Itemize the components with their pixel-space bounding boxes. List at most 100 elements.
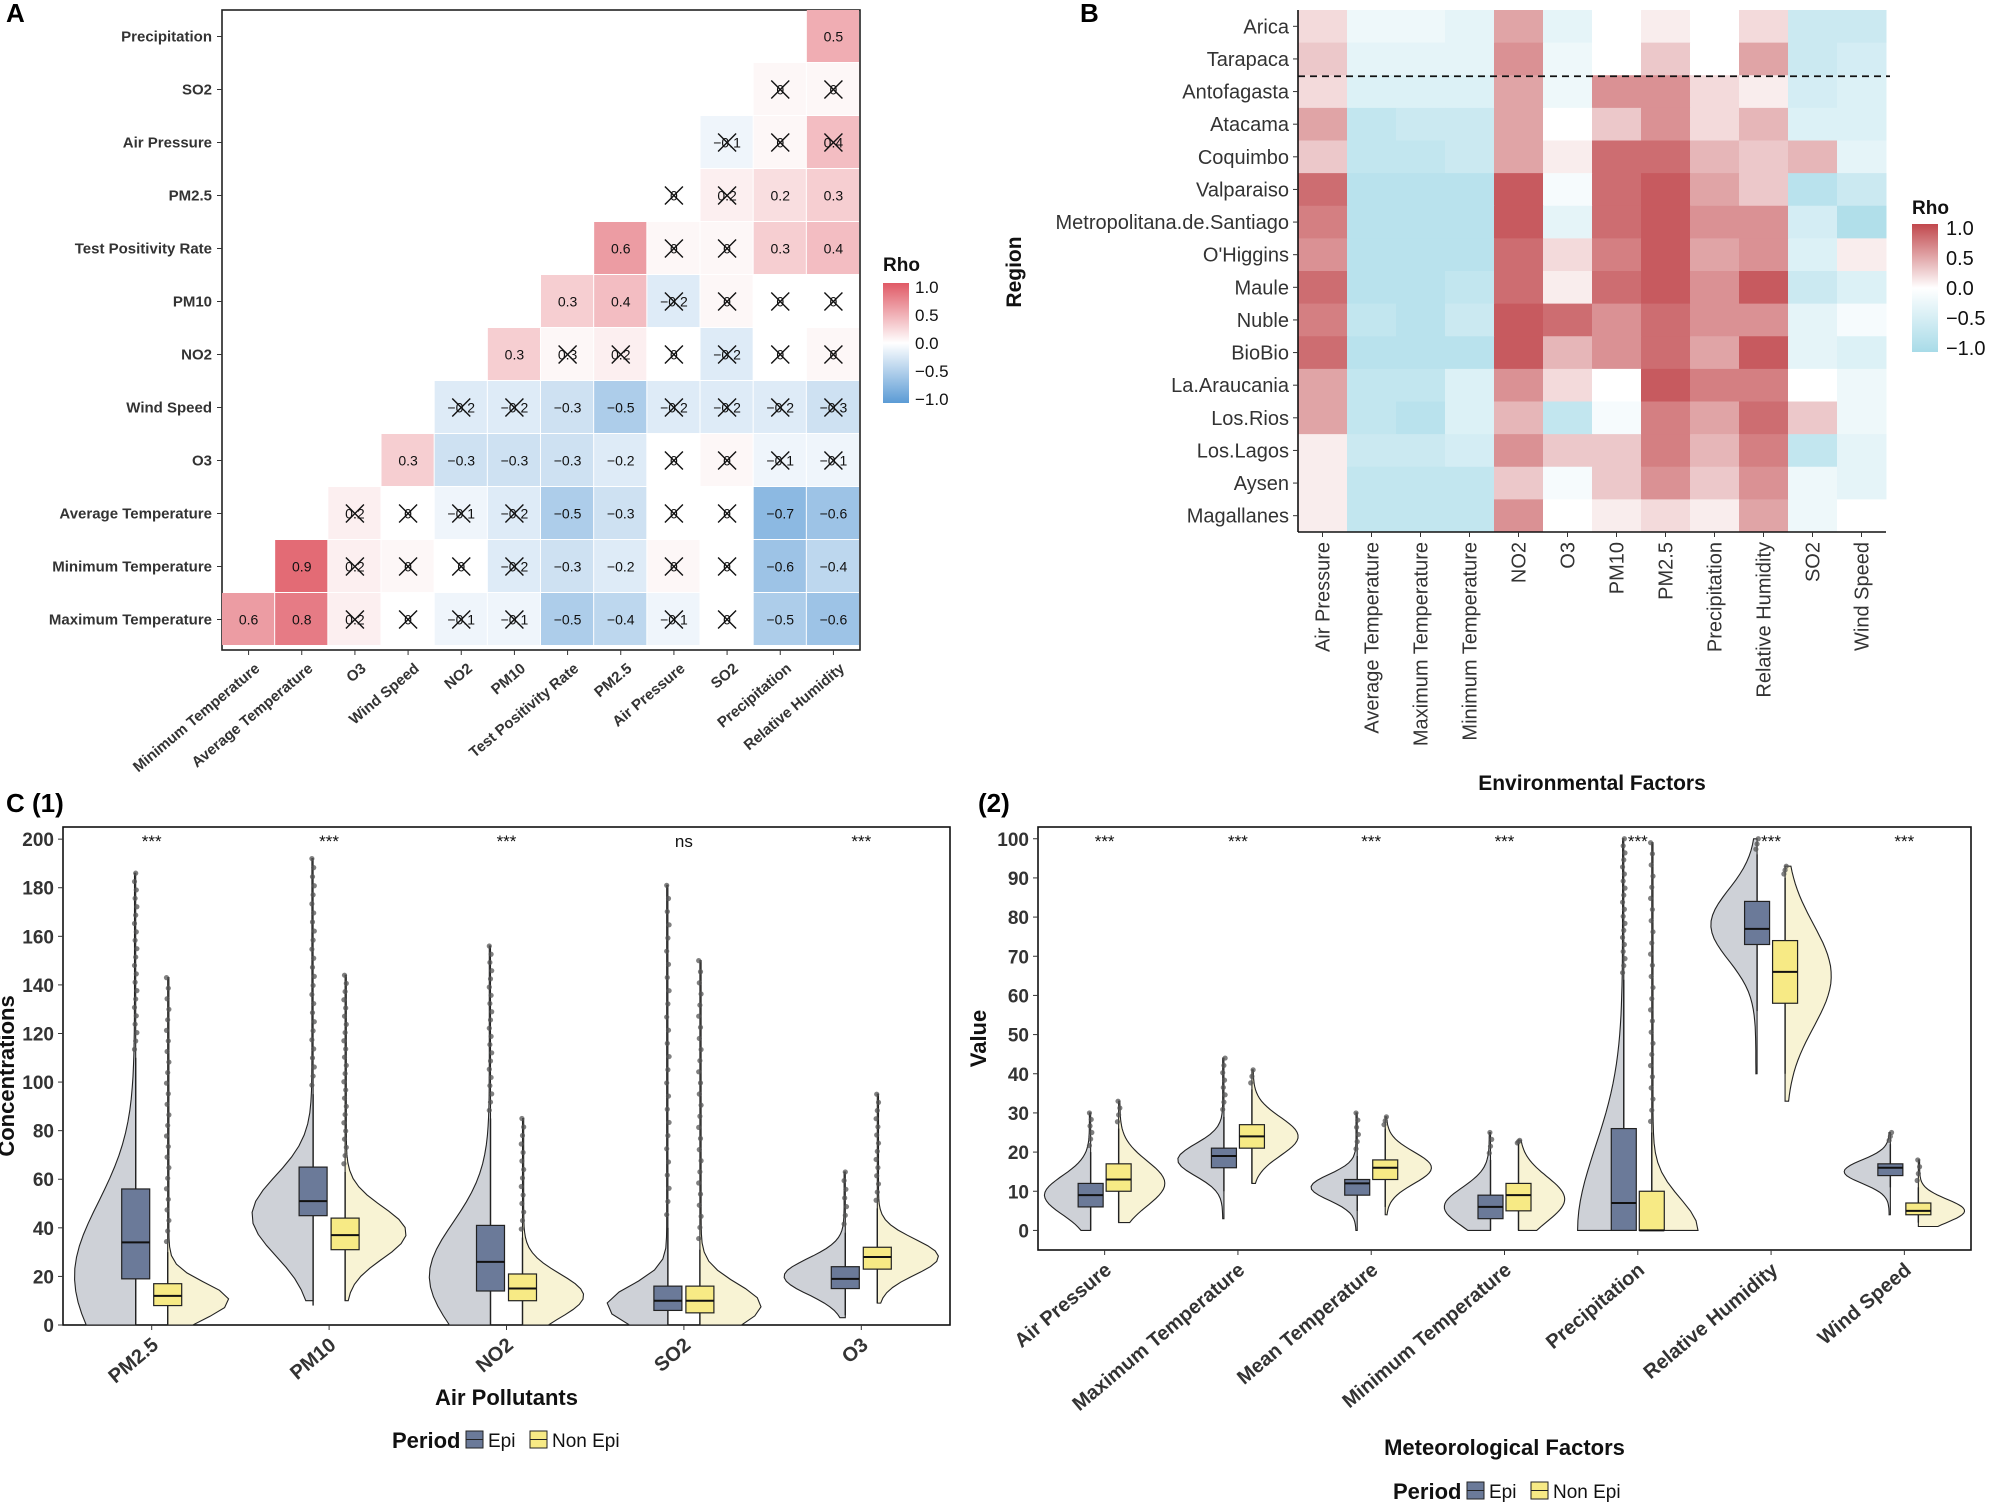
heat-cell [1396,499,1446,533]
insignificant-cross [504,504,524,523]
heat-cell [753,487,806,539]
heat-cell [1788,205,1838,239]
heat-cell [222,593,275,645]
heat-cell [1543,42,1593,76]
heat-cell [1543,434,1593,468]
outlier-point [134,1030,140,1036]
outlier-point [664,974,670,981]
heat-cell [1690,336,1740,370]
heat-cell [1641,303,1691,337]
outlier-point [341,1136,348,1142]
outlier-point [164,1207,170,1213]
heat-cell-label: −0.3 [554,453,582,469]
heat-cell [1788,434,1838,468]
outlier-point [698,1213,704,1219]
violin-shape [783,1171,846,1319]
heat-cell [541,275,594,327]
heat-cell [1396,173,1446,207]
heat-cell [1347,271,1397,305]
heat-cell [1837,271,1887,305]
outlier-point [521,1209,527,1215]
outlier-point [842,1195,848,1201]
outlier-point [842,1169,848,1175]
outlier-point [697,1058,703,1064]
panel-a-correlation-matrix: 0.500−0.100.400.20.20.30.6000.30.40.30.4… [49,9,949,776]
heat-cell [1690,499,1740,533]
panel-label-b: B [1080,0,1099,28]
outlier-point [163,1027,170,1034]
heat-cell [1396,238,1446,272]
y-axis-title: Value [966,1010,991,1067]
outlier-point [665,1159,672,1165]
outlier-point [696,1035,702,1042]
outlier-point [1649,1051,1655,1058]
heat-cell [1641,107,1691,141]
insignificant-cross [770,133,790,152]
outlier-point [664,1146,670,1152]
x-axis-title: Meteorological Factors [1384,1435,1625,1460]
y-tick-label: 120 [22,1024,54,1045]
outlier-point [165,1017,171,1023]
heat-cell [753,593,806,645]
insignificant-cross [664,292,684,311]
outlier-point [1649,962,1655,968]
outlier-point [1220,1106,1226,1113]
region-label: Maule [1235,277,1289,299]
outlier-point [342,1029,348,1036]
insignificant-cross [664,504,684,523]
outlier-point [1621,892,1627,898]
outlier-point [1619,970,1626,976]
row-label: PM10 [173,294,212,311]
insignificant-cross [770,345,790,364]
heat-cell [1739,401,1789,435]
outlier-point [1621,941,1627,948]
heat-cell [1298,336,1348,370]
violin-shape [1917,1159,1966,1228]
outlier-point [166,1217,172,1224]
outlier-point [664,1172,670,1178]
heat-cell [541,381,594,433]
outlier-point [664,1212,670,1218]
significance-label: ns [675,832,693,851]
outlier-point [874,1107,880,1114]
heat-cell [1445,173,1495,207]
heat-cell [1445,466,1495,500]
outlier-point [132,1021,138,1027]
heat-cell [1347,10,1397,44]
heat-cell-label: 0.8 [292,612,312,628]
outlier-point [1086,1110,1093,1116]
heat-cell [1739,10,1789,44]
outlier-point [489,1009,495,1015]
outlier-point [696,1091,702,1097]
heat-cell [1494,75,1544,109]
factor-label: Maximum Temperature [1411,542,1433,746]
heat-cell [753,540,806,592]
heat-cell [1543,499,1593,533]
heat-cell [1788,75,1838,109]
significance-label: *** [497,832,517,851]
heat-cell [1347,466,1397,500]
outlier-point [341,997,347,1003]
outlier-point [133,870,139,876]
outlier-point [874,1189,880,1195]
outlier-point [1355,1131,1362,1138]
significance-label: *** [1628,832,1648,851]
outlier-point [1222,1055,1228,1061]
outlier-point [133,887,139,893]
x-tick-label: Relative Humidity [1640,1258,1783,1383]
outlier-point [519,1175,526,1181]
legend-item: Epi [488,1431,515,1452]
violin-shape [876,1093,940,1304]
panel-b-region-heatmap: Arica Tarapaca Antofagasta Atacama Coquimbo V… [1003,10,1985,795]
outlier-point [486,1107,492,1113]
factor-label: SO2 [1803,542,1825,582]
outlier-point [1220,1070,1226,1076]
outlier-point [1650,1040,1656,1046]
heat-cell [1396,42,1446,76]
outlier-point [1353,1146,1359,1152]
y-tick-label: 40 [1008,1065,1029,1086]
region-label: Coquimbo [1198,147,1289,169]
heat-cell [1592,173,1642,207]
outlier-point [1620,843,1626,849]
